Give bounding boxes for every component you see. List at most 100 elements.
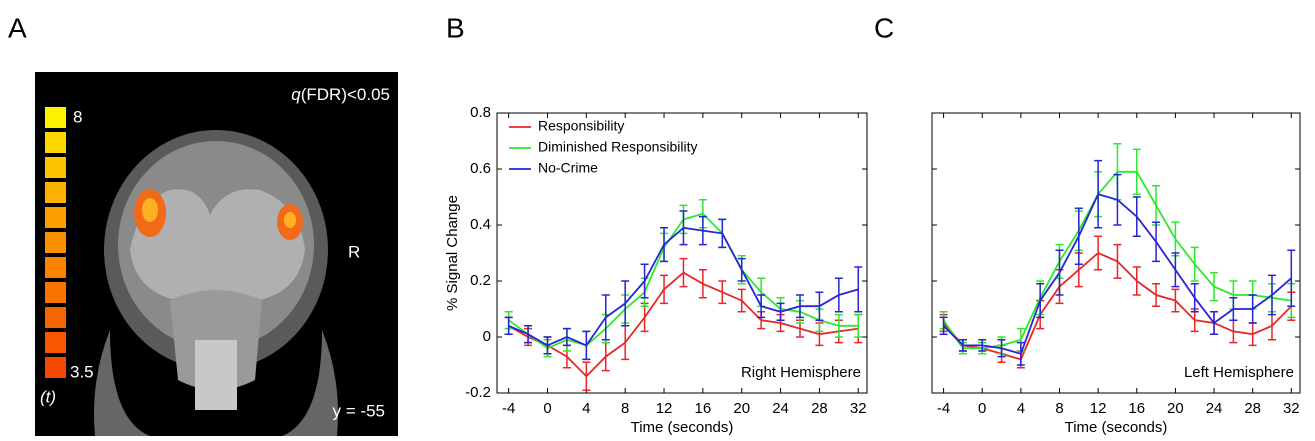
- error-bar: [795, 294, 804, 319]
- error-bar: [854, 266, 863, 313]
- error-bar: [757, 294, 766, 319]
- x-tick-label: 0: [978, 400, 986, 417]
- error-bar: [601, 341, 610, 372]
- brain-image: [35, 72, 398, 436]
- x-tick-label: 4: [1017, 400, 1025, 417]
- error-bar: [1287, 249, 1296, 307]
- error-bar: [1094, 159, 1103, 229]
- error-bar: [1229, 297, 1238, 321]
- error-bar: [1113, 243, 1122, 279]
- colorbar-label: 8: [73, 107, 82, 126]
- error-bar: [737, 257, 746, 282]
- error-bar: [1152, 221, 1161, 263]
- error-bar: [1113, 173, 1122, 226]
- colorbar-label: 3.5: [70, 362, 94, 381]
- error-bar: [834, 313, 843, 338]
- error-bar: [1132, 148, 1141, 195]
- x-tick-label: 24: [1206, 400, 1223, 417]
- error-bar: [679, 210, 688, 246]
- error-bar: [978, 339, 987, 352]
- x-tick-label: 4: [582, 400, 590, 417]
- x-tick-label: -4: [937, 400, 950, 417]
- error-bar: [698, 215, 707, 246]
- legend-label: Responsibility: [538, 118, 624, 134]
- error-bar: [997, 339, 1006, 358]
- y-tick-label: 0.6: [470, 160, 491, 177]
- threshold-text: (FDR)<0.05: [301, 85, 390, 104]
- error-bar: [640, 302, 649, 333]
- error-bar: [543, 336, 552, 355]
- error-bar: [621, 280, 630, 327]
- x-axis-label: Time (seconds): [631, 419, 734, 436]
- x-tick-label: 28: [1244, 400, 1261, 417]
- plot-frame: [496, 112, 868, 394]
- error-bar: [1171, 252, 1180, 288]
- error-bar: [1190, 283, 1199, 313]
- error-bar: [737, 288, 746, 313]
- error-bar: [679, 257, 688, 288]
- error-bar: [718, 280, 727, 305]
- error-bar: [1016, 341, 1025, 366]
- error-bar: [1210, 311, 1219, 335]
- y-tick-label: 0.2: [470, 272, 491, 289]
- error-bar: [621, 325, 630, 361]
- legend-label: Diminished Responsibility: [538, 139, 698, 155]
- error-bar: [1267, 274, 1276, 316]
- error-bar: [834, 277, 843, 313]
- plot-frame: [931, 112, 1301, 394]
- x-tick-label: 16: [695, 400, 712, 417]
- error-bar: [582, 330, 591, 361]
- error-bar: [1152, 185, 1161, 226]
- error-bar: [1074, 207, 1083, 265]
- x-axis-label: Time (seconds): [1065, 419, 1168, 436]
- y-axis-label: % Signal Change: [444, 195, 461, 311]
- error-bar: [776, 302, 785, 321]
- error-bar: [562, 327, 571, 347]
- x-tick-label: 32: [850, 400, 867, 417]
- error-bar: [815, 291, 824, 321]
- y-tick-label: 0.4: [470, 216, 491, 233]
- error-bar: [660, 227, 669, 263]
- error-bar: [1036, 283, 1045, 319]
- error-bar: [601, 294, 610, 341]
- error-bar: [698, 269, 707, 299]
- error-bar: [1094, 235, 1103, 271]
- error-bar: [718, 218, 727, 249]
- annotation: Left Hemisphere: [1184, 364, 1294, 381]
- x-tick-label: 32: [1283, 400, 1300, 417]
- x-tick-label: 20: [1167, 400, 1184, 417]
- error-bar: [854, 313, 863, 338]
- colorbar-unit: (t): [40, 387, 56, 406]
- series-line: [508, 271, 859, 378]
- error-bar: [524, 325, 533, 344]
- error-bar: [1210, 271, 1219, 302]
- error-bar: [582, 361, 591, 391]
- annotation: Right Hemisphere: [741, 364, 861, 381]
- panel-label: C: [874, 12, 894, 43]
- error-bar: [939, 316, 948, 335]
- panel-label: B: [446, 12, 465, 43]
- x-tick-label: 20: [733, 400, 750, 417]
- x-tick-label: 8: [621, 400, 629, 417]
- x-tick-label: 8: [1055, 400, 1063, 417]
- side-label: R: [348, 242, 360, 261]
- error-bar: [1055, 249, 1064, 296]
- threshold-symbol: q: [291, 85, 301, 104]
- x-tick-label: -4: [502, 400, 515, 417]
- slice-label: y = -55: [333, 401, 385, 420]
- threshold: q(FDR)<0.05: [291, 85, 390, 104]
- error-bar: [640, 263, 649, 299]
- x-tick-label: 16: [1128, 400, 1145, 417]
- error-bar: [958, 339, 967, 352]
- error-bar: [1267, 311, 1276, 341]
- error-bar: [1171, 288, 1180, 313]
- x-tick-label: 0: [543, 400, 551, 417]
- error-bar: [504, 316, 513, 335]
- y-tick-label: 0: [483, 328, 491, 345]
- error-bar: [1152, 283, 1161, 307]
- error-bar: [1248, 294, 1257, 324]
- x-tick-label: 28: [811, 400, 828, 417]
- x-tick-label: 12: [1090, 400, 1107, 417]
- x-tick-label: 12: [656, 400, 673, 417]
